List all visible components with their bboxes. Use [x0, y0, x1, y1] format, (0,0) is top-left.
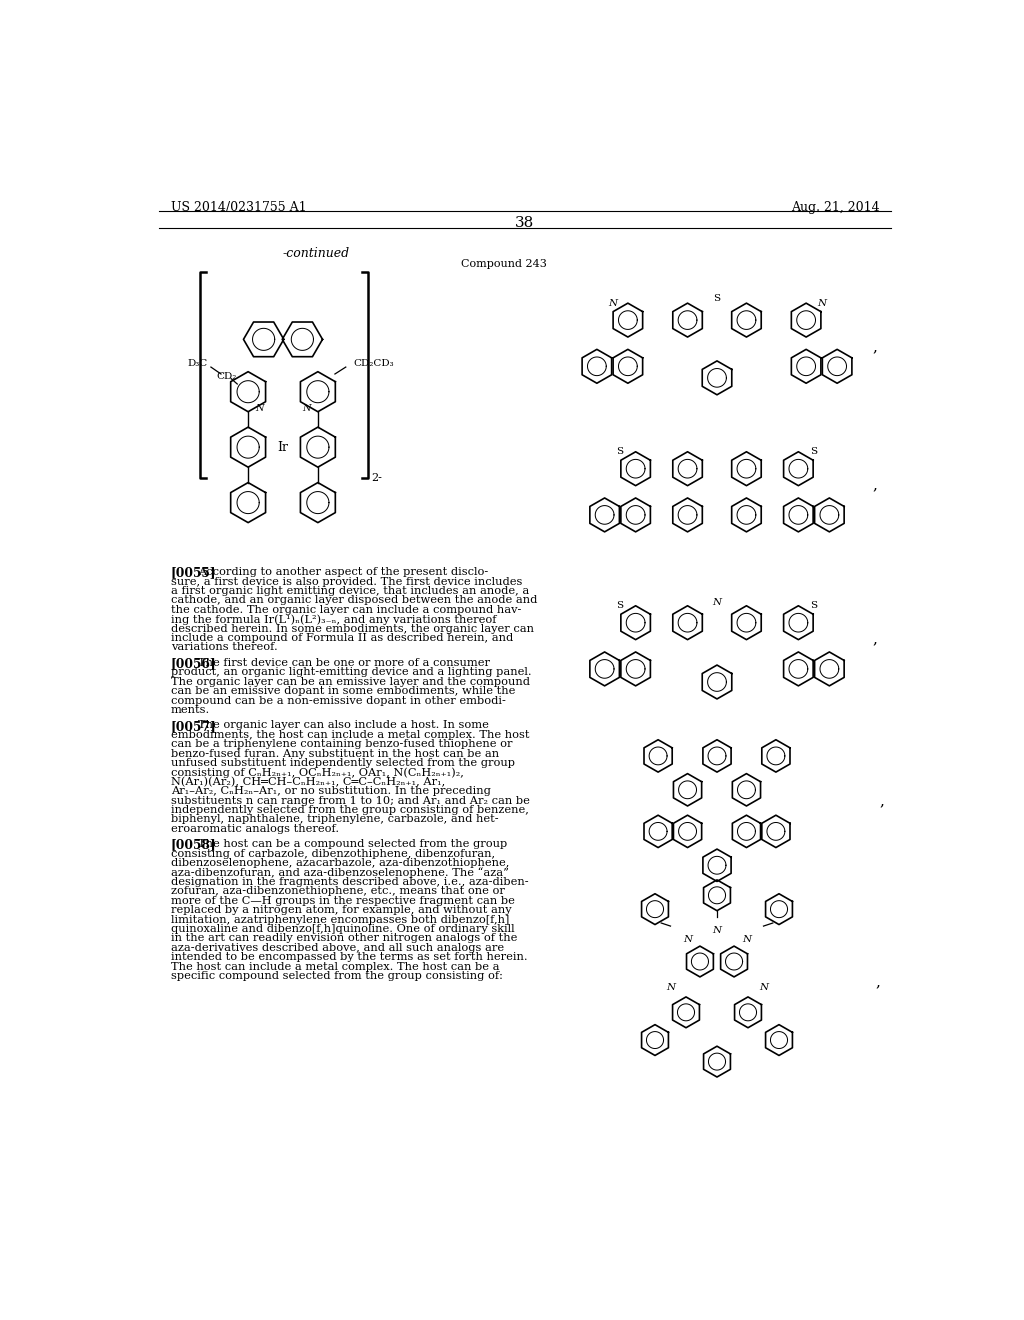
Text: dibenzoselenophene, azacarbazole, aza-dibenzothiophene,: dibenzoselenophene, azacarbazole, aza-di… [171, 858, 509, 869]
Text: limitation, azatriphenylene encompasses both dibenzo[f,h]: limitation, azatriphenylene encompasses … [171, 915, 509, 924]
Text: independently selected from the group consisting of benzene,: independently selected from the group co… [171, 805, 528, 814]
Text: zofuran, aza-dibenzonethiophene, etc., means that one or: zofuran, aza-dibenzonethiophene, etc., m… [171, 886, 505, 896]
Text: S: S [810, 446, 817, 455]
Text: N: N [817, 298, 826, 308]
Text: N: N [713, 598, 722, 607]
Text: designation in the fragments described above, i.e., aza-diben-: designation in the fragments described a… [171, 876, 528, 887]
Text: ,: , [872, 341, 877, 354]
Text: N(Ar₁)(Ar₂), CH═CH–CₙH₂ₙ₊₁, C═C–CₙH₂ₙ₊₁, Ar₁,: N(Ar₁)(Ar₂), CH═CH–CₙH₂ₙ₊₁, C═C–CₙH₂ₙ₊₁,… [171, 777, 444, 787]
Text: Aug. 21, 2014: Aug. 21, 2014 [792, 201, 880, 214]
Text: sure, a first device is also provided. The first device includes: sure, a first device is also provided. T… [171, 577, 522, 586]
Text: benzo-fused furan. Any substituent in the host can be an: benzo-fused furan. Any substituent in th… [171, 748, 499, 759]
Text: intended to be encompassed by the terms as set forth herein.: intended to be encompassed by the terms … [171, 952, 527, 962]
Text: ments.: ments. [171, 705, 210, 715]
Text: replaced by a nitrogen atom, for example, and without any: replaced by a nitrogen atom, for example… [171, 906, 511, 915]
Text: N: N [713, 927, 722, 935]
Text: The host can be a compound selected from the group: The host can be a compound selected from… [198, 840, 507, 849]
Text: can be an emissive dopant in some embodiments, while the: can be an emissive dopant in some embodi… [171, 686, 515, 696]
Text: in the art can readily envision other nitrogen analogs of the: in the art can readily envision other ni… [171, 933, 517, 944]
Text: ,: , [876, 975, 881, 989]
Text: The organic layer can be an emissive layer and the compound: The organic layer can be an emissive lay… [171, 677, 529, 686]
Text: US 2014/0231755 A1: US 2014/0231755 A1 [171, 201, 306, 214]
Text: CD₂CD₃: CD₂CD₃ [353, 359, 394, 368]
Text: Compound 243: Compound 243 [461, 259, 547, 268]
Text: The organic layer can also include a host. In some: The organic layer can also include a hos… [198, 721, 488, 730]
Text: compound can be a non-emissive dopant in other embodi-: compound can be a non-emissive dopant in… [171, 696, 506, 706]
Text: consisting of carbazole, dibenzothiphene, dibenzofuran,: consisting of carbazole, dibenzothiphene… [171, 849, 495, 859]
Text: [0055]: [0055] [171, 566, 216, 579]
Text: described herein. In some embodiments, the organic layer can: described herein. In some embodiments, t… [171, 623, 534, 634]
Text: [0056]: [0056] [171, 657, 216, 671]
Text: Ar₁–Ar₂, CₙH₂ₙ–Ar₁, or no substitution. In the preceding: Ar₁–Ar₂, CₙH₂ₙ–Ar₁, or no substitution. … [171, 787, 490, 796]
Text: a first organic light emitting device, that includes an anode, a: a first organic light emitting device, t… [171, 586, 528, 597]
Text: According to another aspect of the present disclo-: According to another aspect of the prese… [198, 568, 488, 577]
Text: The first device can be one or more of a consumer: The first device can be one or more of a… [198, 657, 489, 668]
Text: cathode, and an organic layer disposed between the anode and: cathode, and an organic layer disposed b… [171, 595, 537, 606]
Text: 2-: 2- [372, 474, 382, 483]
Text: N: N [759, 983, 768, 993]
Text: 38: 38 [515, 216, 535, 230]
Text: specific compound selected from the group consisting of:: specific compound selected from the grou… [171, 972, 503, 981]
Text: ing the formula Ir(L¹)ₙ(L²)₃₋ₙ, and any variations thereof: ing the formula Ir(L¹)ₙ(L²)₃₋ₙ, and any … [171, 614, 496, 624]
Text: more of the C—H groups in the respective fragment can be: more of the C—H groups in the respective… [171, 896, 514, 906]
Text: ,: , [872, 632, 877, 647]
Text: [0058]: [0058] [171, 838, 216, 851]
Text: substituents n can range from 1 to 10; and Ar₁ and Ar₂ can be: substituents n can range from 1 to 10; a… [171, 796, 529, 805]
Text: can be a triphenylene containing benzo-fused thiophene or: can be a triphenylene containing benzo-f… [171, 739, 512, 750]
Text: S: S [714, 294, 721, 304]
Text: Ir: Ir [278, 441, 289, 454]
Text: N: N [683, 936, 692, 944]
Text: ,: , [872, 479, 877, 492]
Text: N: N [302, 404, 310, 413]
Text: S: S [810, 601, 817, 610]
Text: eroaromatic analogs thereof.: eroaromatic analogs thereof. [171, 824, 339, 834]
Text: ,: , [880, 795, 885, 808]
Text: [0057]: [0057] [171, 719, 216, 733]
Text: the cathode. The organic layer can include a compound hav-: the cathode. The organic layer can inclu… [171, 605, 521, 615]
Text: unfused substituent independently selected from the group: unfused substituent independently select… [171, 758, 515, 768]
Text: N: N [666, 983, 675, 993]
Text: embodiments, the host can include a metal complex. The host: embodiments, the host can include a meta… [171, 730, 529, 741]
Text: N: N [256, 404, 264, 413]
Text: S: S [616, 601, 624, 610]
Text: aza-dibenzofuran, and aza-dibenzoselenophene. The “aza”: aza-dibenzofuran, and aza-dibenzoselenop… [171, 867, 509, 878]
Text: N: N [608, 298, 616, 308]
Text: N: N [741, 936, 751, 944]
Text: D₃C: D₃C [187, 359, 208, 368]
Text: S: S [616, 446, 624, 455]
Text: The host can include a metal complex. The host can be a: The host can include a metal complex. Th… [171, 961, 499, 972]
Text: product, an organic light-emitting device and a lighting panel.: product, an organic light-emitting devic… [171, 668, 531, 677]
Text: CD₂: CD₂ [216, 372, 237, 380]
Text: variations thereof.: variations thereof. [171, 643, 278, 652]
Text: quinoxaline and dibenzo[f,h]quinoline. One of ordinary skill: quinoxaline and dibenzo[f,h]quinoline. O… [171, 924, 514, 935]
Text: biphenyl, naphthalene, triphenylene, carbazole, and het-: biphenyl, naphthalene, triphenylene, car… [171, 814, 499, 825]
Text: -continued: -continued [283, 247, 350, 260]
Text: aza-derivatives described above, and all such analogs are: aza-derivatives described above, and all… [171, 942, 504, 953]
Text: consisting of CₙH₂ₙ₊₁, OCₙH₂ₙ₊₁, OAr₁, N(CₙH₂ₙ₊₁)₂,: consisting of CₙH₂ₙ₊₁, OCₙH₂ₙ₊₁, OAr₁, N… [171, 767, 464, 777]
Text: include a compound of Formula II as described herein, and: include a compound of Formula II as desc… [171, 634, 513, 643]
